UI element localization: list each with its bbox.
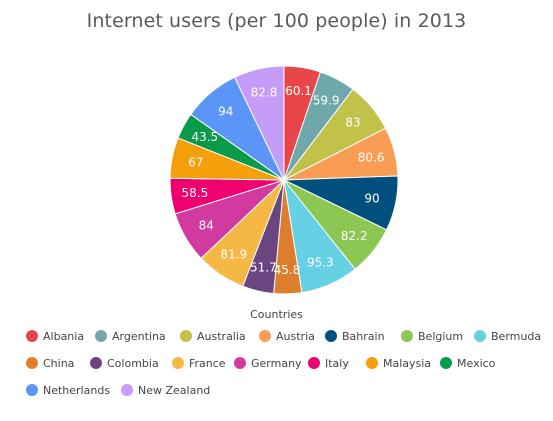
data-label-italy: 58.5 bbox=[182, 186, 209, 200]
legend-item-colombia[interactable]: Colombia bbox=[90, 355, 159, 371]
legend-swatch bbox=[121, 384, 133, 396]
legend-label: Austria bbox=[276, 329, 315, 343]
legend-label: Netherlands bbox=[43, 383, 111, 397]
legend-label: Australia bbox=[197, 329, 246, 343]
legend-label: China bbox=[43, 356, 75, 370]
legend-item-netherlands[interactable]: Netherlands bbox=[26, 382, 110, 398]
legend-swatch bbox=[90, 357, 102, 369]
legend-swatch bbox=[474, 330, 486, 342]
legend-swatch bbox=[26, 330, 38, 342]
data-label-mexico: 43.5 bbox=[191, 130, 218, 144]
legend-item-italy[interactable]: Italy bbox=[308, 355, 349, 371]
legend-swatch bbox=[325, 330, 337, 342]
pie-slices bbox=[169, 65, 399, 295]
legend-label: Italy bbox=[325, 356, 349, 370]
legend-swatch bbox=[172, 357, 184, 369]
legend-swatch bbox=[180, 330, 192, 342]
pie-slice-new-zealand[interactable] bbox=[233, 65, 285, 181]
legend-label: Belgium bbox=[418, 329, 464, 343]
legend-label: Germany bbox=[251, 356, 302, 370]
legend-swatch bbox=[95, 330, 107, 342]
legend-item-china[interactable]: China bbox=[26, 355, 74, 371]
legend-item-mexico[interactable]: Mexico bbox=[440, 355, 495, 371]
pie-data-labels: 60.159.9 83 80.6 90 82.2 95.3 45.851.781.9 84 58… bbox=[182, 84, 385, 277]
data-label-argentina: 59.9 bbox=[313, 93, 340, 107]
legend-item-belgium[interactable]: Belgium bbox=[401, 328, 463, 344]
data-label-bermuda: 95.3 bbox=[307, 255, 334, 269]
legend-label: Colombia bbox=[107, 356, 159, 370]
data-label-netherlands: 94 bbox=[218, 104, 233, 118]
legend-item-argentina[interactable]: Argentina bbox=[95, 328, 166, 344]
legend-item-australia[interactable]: Australia bbox=[180, 328, 246, 344]
legend-label: Argentina bbox=[112, 329, 166, 343]
legend-label: Albania bbox=[43, 329, 85, 343]
legend-swatch bbox=[234, 357, 246, 369]
legend-item-malaysia[interactable]: Malaysia bbox=[366, 355, 431, 371]
legend-swatch bbox=[308, 357, 320, 369]
legend-title: Countries bbox=[250, 308, 303, 321]
legend-swatch bbox=[366, 357, 378, 369]
legend-label: Bahrain bbox=[342, 329, 385, 343]
data-label-belgium: 82.2 bbox=[341, 229, 368, 243]
legend-label: France bbox=[189, 356, 226, 370]
legend-item-bermuda[interactable]: Bermuda bbox=[474, 328, 541, 344]
data-label-germany: 84 bbox=[199, 218, 214, 232]
legend-item-germany[interactable]: Germany bbox=[234, 355, 302, 371]
legend-swatch bbox=[401, 330, 413, 342]
legend-swatch bbox=[26, 357, 38, 369]
data-label-colombia: 51.7 bbox=[250, 261, 277, 275]
data-label-china: 45.8 bbox=[274, 263, 301, 277]
legend-swatch bbox=[26, 384, 38, 396]
legend-item-austria[interactable]: Austria bbox=[259, 328, 315, 344]
data-label-bahrain: 90 bbox=[364, 192, 379, 206]
data-label-france: 81.9 bbox=[220, 248, 247, 262]
data-label-new-zealand: 82.8 bbox=[251, 85, 278, 99]
legend-label: Bermuda bbox=[491, 329, 542, 343]
legend-label: New Zealand bbox=[138, 383, 211, 397]
chart-title: Internet users (per 100 people) in 2013 bbox=[86, 10, 467, 32]
legend-label: Mexico bbox=[457, 356, 496, 370]
legend-item-bahrain[interactable]: Bahrain bbox=[325, 328, 385, 344]
legend-item-new-zealand[interactable]: New Zealand bbox=[121, 382, 210, 398]
data-label-albania: 60.1 bbox=[285, 84, 312, 98]
legend-swatch bbox=[259, 330, 271, 342]
data-label-austria: 80.6 bbox=[358, 150, 385, 164]
data-label-malaysia: 67 bbox=[188, 155, 203, 169]
legend-item-albania[interactable]: Albania bbox=[26, 328, 84, 344]
legend-item-france[interactable]: France bbox=[172, 355, 226, 371]
data-label-australia: 83 bbox=[345, 115, 360, 129]
legend-label: Malaysia bbox=[383, 356, 432, 370]
legend-swatch bbox=[440, 357, 452, 369]
